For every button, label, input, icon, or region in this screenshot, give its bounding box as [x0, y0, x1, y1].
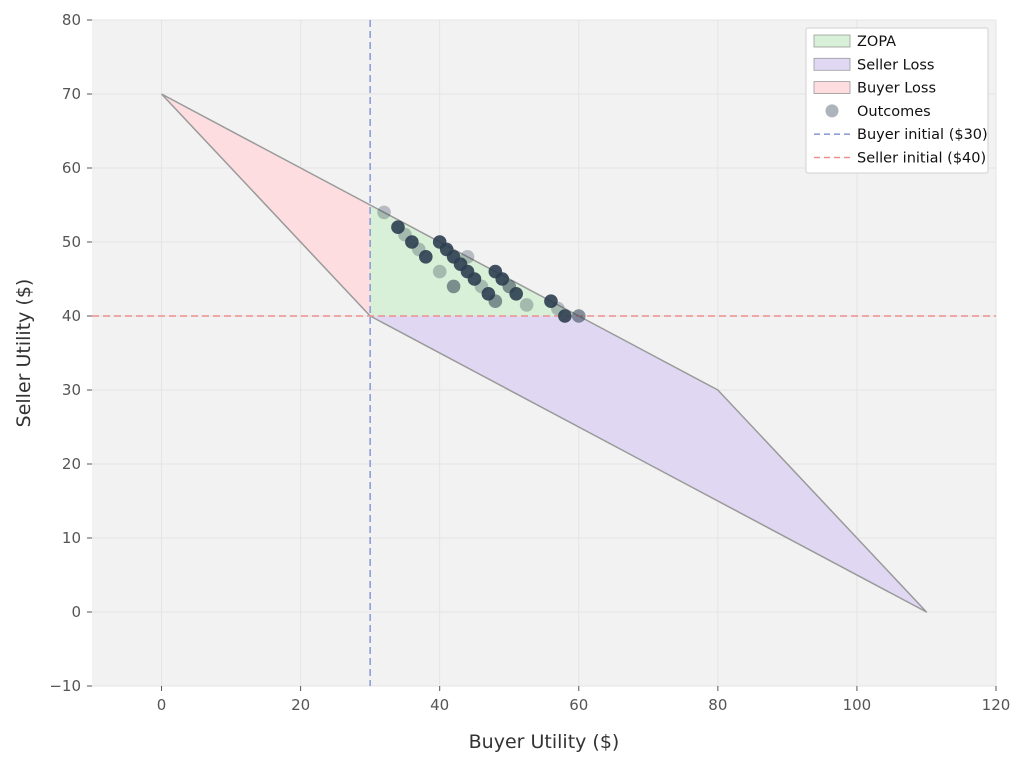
- legend-label: Buyer initial ($30): [857, 127, 988, 143]
- x-tick-label: 120: [982, 696, 1011, 714]
- legend-label: Seller initial ($40): [857, 151, 986, 167]
- y-axis-label: Seller Utility ($): [13, 279, 35, 428]
- y-tick-label: 10: [62, 529, 81, 547]
- outcome-point: [558, 309, 572, 323]
- legend: ZOPA Seller Loss Buyer Loss Outcomes Buyer i…: [805, 27, 989, 174]
- outcome-point: [467, 272, 482, 286]
- y-tick-label: 40: [62, 307, 81, 325]
- outcome-point: [446, 279, 461, 294]
- y-tick-label: −10: [49, 677, 81, 695]
- y-tick-label: 70: [62, 85, 81, 103]
- outcome-point: [460, 249, 475, 264]
- x-tick-label: 0: [157, 696, 167, 714]
- x-tick-label: 100: [843, 696, 872, 714]
- outcome-point: [405, 235, 419, 249]
- legend-box: [805, 27, 989, 174]
- y-tick-label: 30: [62, 381, 81, 399]
- legend-swatch-seller-loss: [813, 57, 851, 71]
- x-axis-label: Buyer Utility ($): [469, 731, 620, 753]
- outcome-point: [571, 309, 586, 323]
- outcome-point: [432, 264, 447, 279]
- legend-swatch-zopa: [813, 34, 851, 48]
- x-tick-label: 40: [430, 696, 449, 714]
- x-tick-label: 60: [569, 696, 588, 714]
- legend-swatch-buyer-loss: [813, 81, 851, 94]
- y-tick-label: 50: [62, 233, 81, 251]
- legend-label: Seller Loss: [857, 57, 934, 73]
- outcome-point: [509, 287, 523, 301]
- outcome-point: [519, 298, 534, 312]
- y-tick-label: 60: [62, 159, 81, 177]
- y-tick-label: 20: [62, 455, 81, 473]
- legend-label: Buyer Loss: [857, 81, 936, 97]
- legend-label: Outcomes: [857, 104, 931, 120]
- outcome-point: [377, 205, 391, 220]
- outcome-point: [544, 294, 558, 309]
- outcome-points: [377, 205, 586, 323]
- y-tick-label: 0: [71, 603, 81, 621]
- outcome-point: [391, 220, 405, 234]
- reference-lines: [92, 20, 996, 686]
- legend-marker-outcomes: [825, 104, 839, 118]
- outcome-point: [488, 294, 503, 309]
- y-tick-label: 80: [62, 11, 81, 29]
- x-tick-label: 80: [708, 696, 727, 714]
- outcome-point: [418, 249, 433, 264]
- legend-label: ZOPA: [857, 34, 896, 50]
- x-tick-label: 20: [291, 696, 310, 714]
- axes: 0 20 40 60 80 100 120 −10 0 10 20 30 40 50 60 70 80: [49, 11, 1010, 714]
